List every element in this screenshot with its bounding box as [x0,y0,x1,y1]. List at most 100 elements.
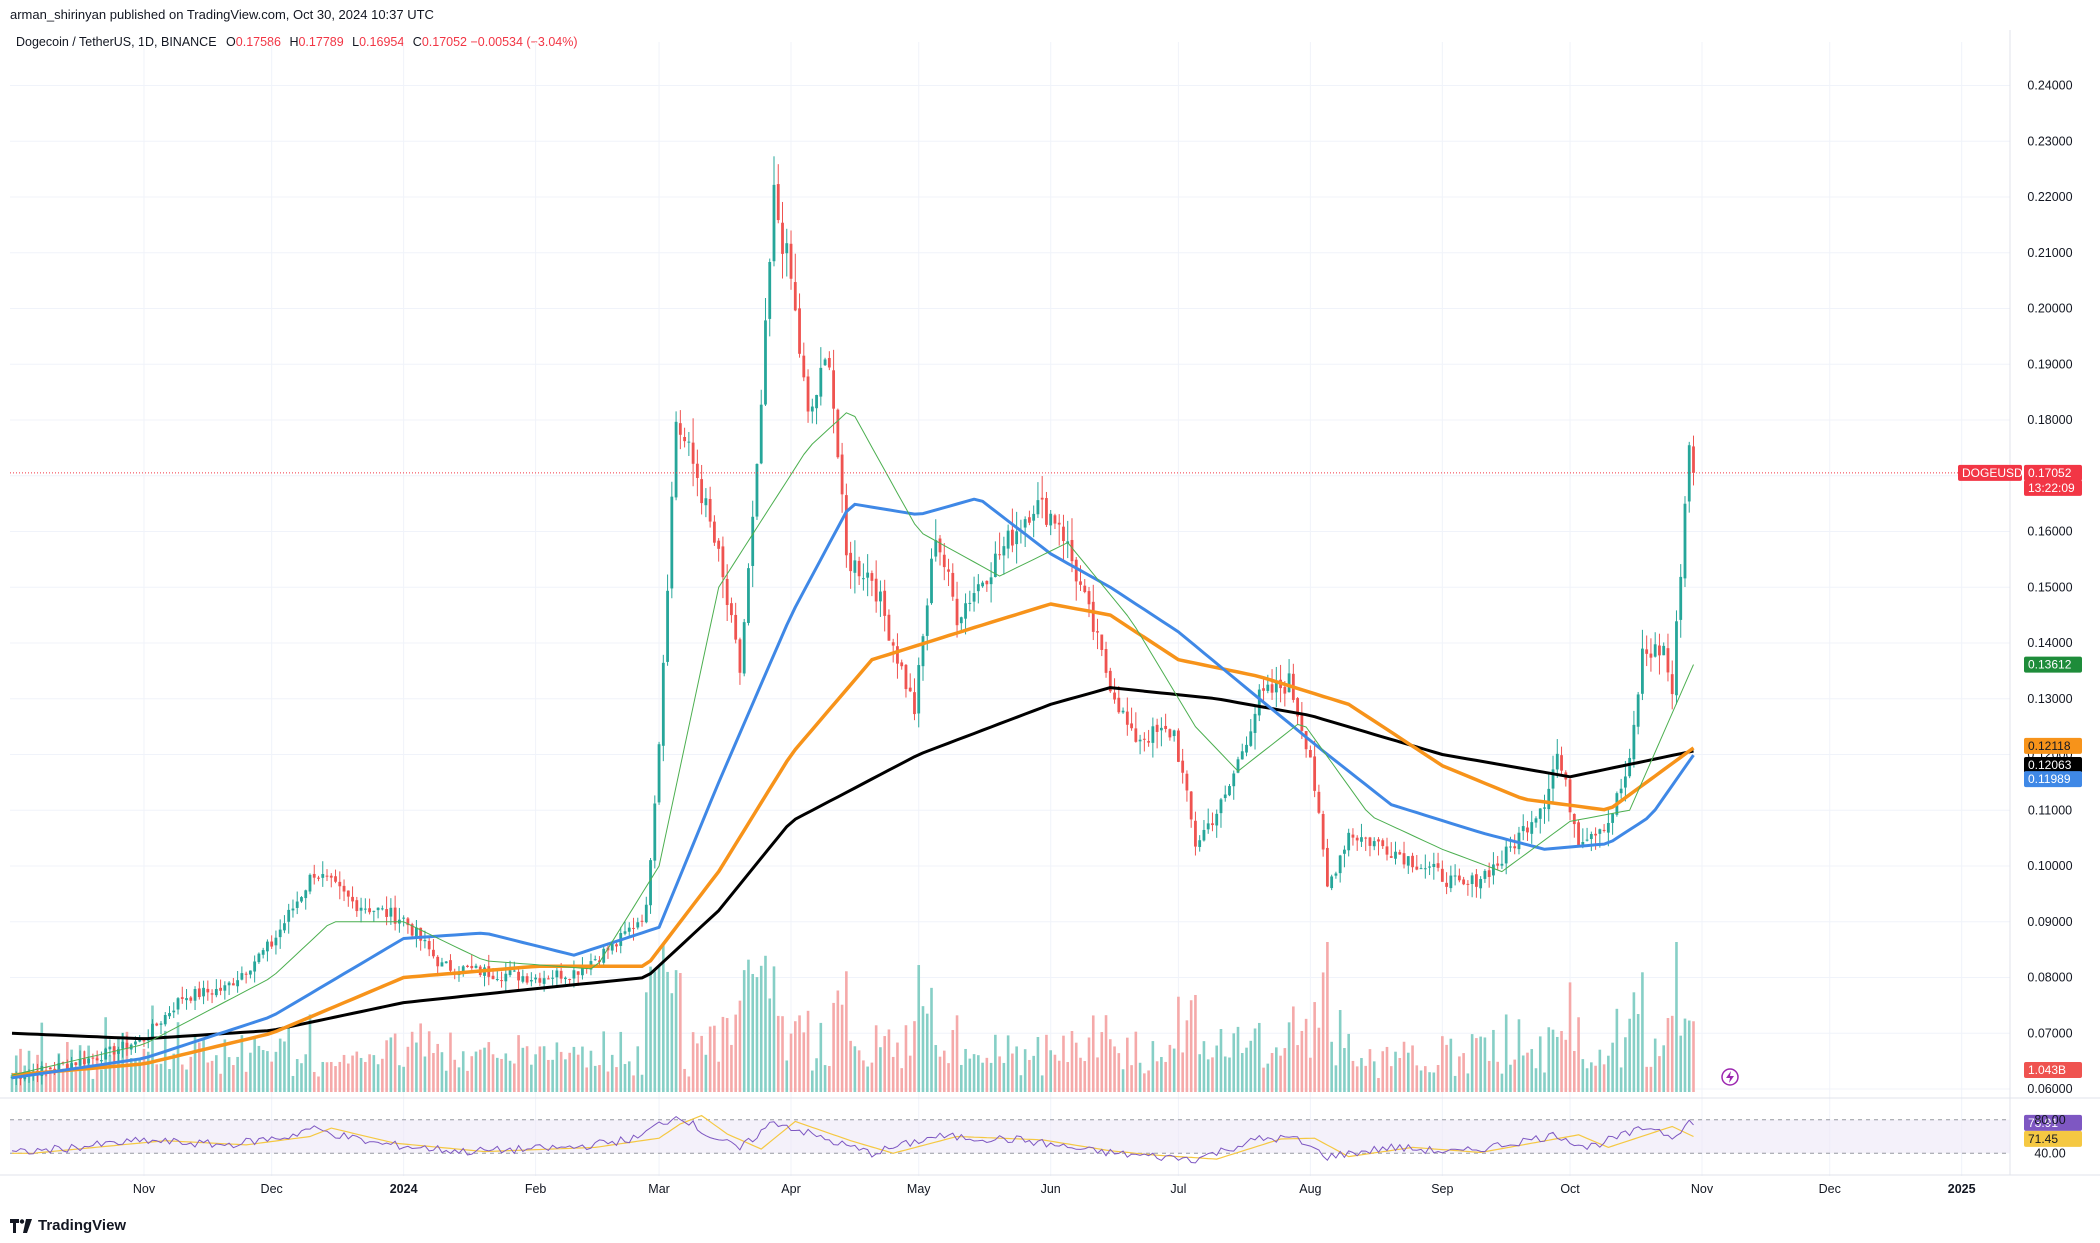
volume-bar [278,1038,282,1092]
candle-body [291,908,295,911]
volume-bar [1475,1038,1478,1092]
volume-bar [913,1021,916,1092]
volume-bar [853,1046,857,1092]
candle-body [278,929,282,938]
candle-body [1623,776,1627,788]
current-price-label-text: 0.17052 [2028,466,2072,480]
candle-body [968,602,972,604]
candle-body [1296,698,1300,717]
volume-bar [155,1064,159,1092]
volume-bar [1151,1041,1155,1092]
volume-bar [1011,1053,1014,1092]
volume-bar [381,1058,384,1092]
candle-body [1343,849,1346,854]
open-key: O [226,35,236,49]
volume-bar [806,1010,810,1092]
candle-body [959,617,963,624]
candle-body [1398,852,1402,855]
volume-bar [53,1072,56,1092]
volume-bar [998,1056,1001,1092]
candle-body [500,980,503,982]
volume-bar [1262,1067,1265,1092]
candle-body [1428,866,1431,868]
candle-body [793,282,797,311]
volume-bar [564,1059,567,1092]
candle-body [1377,839,1380,842]
volume-bar [534,1054,537,1092]
volume-bar [547,1059,550,1092]
candle-body [844,495,848,556]
volume-bar [1219,1028,1223,1092]
volume-bar [215,1055,218,1092]
x-tick-label: Nov [133,1182,156,1196]
volume-bar [1687,1020,1691,1092]
volume-bar [725,1018,729,1092]
candle-body [576,971,580,975]
candle-body [227,982,231,986]
volume-bar [1096,1057,1099,1092]
candle-body [1487,870,1491,877]
volume-bar [487,1042,491,1092]
volume-bar [908,1055,912,1092]
candle-body [666,590,669,662]
volume-bar [321,1061,325,1092]
volume-bar [346,1063,350,1092]
volume-bar [1198,1054,1201,1092]
footer-brand[interactable]: TradingView [38,1217,127,1234]
candle-body [1453,875,1457,877]
volume-bar [666,971,669,1092]
candle-body [623,931,627,934]
lightning-icon[interactable] [1721,1068,1739,1086]
candle-body [1253,713,1257,733]
volume-bar [1249,1040,1253,1092]
candle-body [1108,670,1112,692]
candle-body [687,441,691,443]
volume-bar [1581,1059,1585,1092]
candle-body [1364,837,1368,839]
candle-body [555,970,559,978]
volume-bar [989,1062,993,1092]
volume-bar [653,971,657,1092]
volume-bar [1036,1037,1040,1092]
candle-body [525,976,529,983]
volume-bar [1228,1057,1231,1092]
volume-bar [287,1025,291,1092]
volume-bar [530,1064,533,1092]
volume-bar [1530,1049,1534,1092]
volume-bar [227,1057,231,1092]
volume-bar [866,1066,869,1092]
volume-bar [1083,1061,1087,1092]
candle-body [1091,601,1095,632]
candle-body [529,979,533,982]
volume-bar [623,1064,627,1092]
candle-body [798,308,801,354]
volume-bar [1257,1022,1261,1092]
candle-body [985,580,989,585]
volume-bar [938,1056,942,1092]
volume-bar [189,1056,193,1092]
volume-bar [1211,1057,1214,1092]
volume-bar [985,1057,989,1092]
rsi-pane [10,1114,2010,1164]
candle-body [764,320,767,405]
volume-bar [857,1050,861,1092]
volume-bar [568,1052,571,1092]
volume-bar [955,1015,959,1092]
volume-bar [393,1033,397,1092]
volume-bar [994,1034,997,1092]
candle-body [1594,833,1597,836]
ma20-label: 0.13612 [2024,656,2082,673]
volume-bar [1343,1048,1346,1092]
candlesticks [10,156,1695,1086]
candle-body [261,950,265,955]
candle-body [1172,730,1176,737]
symbol-title[interactable]: Dogecoin / TetherUS, 1D, BINANCE [16,35,217,49]
volume-bar [1143,1073,1146,1092]
ma100-line [11,602,1695,1077]
volume-bar [1023,1049,1027,1092]
candle-body [610,943,614,951]
volume-bars [10,942,1695,1092]
volume-bar [551,1059,554,1092]
countdown-label-text: 13:22:09 [2028,481,2075,495]
